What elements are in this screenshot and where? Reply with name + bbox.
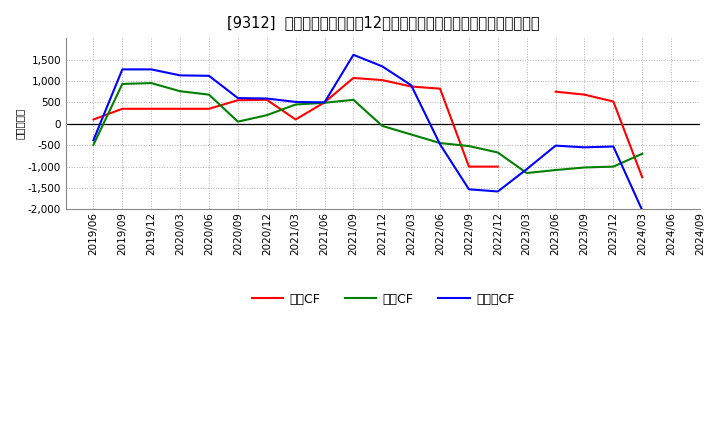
営業CF bbox=[204, 106, 213, 111]
営業CF bbox=[176, 106, 184, 111]
営業CF bbox=[233, 98, 242, 103]
投資CF bbox=[609, 164, 618, 169]
投資CF bbox=[464, 143, 473, 149]
フリーCF bbox=[320, 100, 329, 105]
投資CF bbox=[436, 140, 444, 146]
フリーCF bbox=[292, 99, 300, 105]
投資CF bbox=[176, 88, 184, 94]
営業CF bbox=[580, 92, 589, 97]
営業CF bbox=[378, 77, 387, 83]
営業CF bbox=[609, 99, 618, 104]
投資CF bbox=[147, 81, 156, 86]
フリーCF bbox=[89, 137, 98, 143]
投資CF bbox=[320, 100, 329, 106]
営業CF bbox=[320, 100, 329, 105]
Line: フリーCF: フリーCF bbox=[94, 55, 642, 210]
営業CF bbox=[552, 89, 560, 94]
営業CF bbox=[89, 117, 98, 122]
営業CF bbox=[147, 106, 156, 111]
フリーCF bbox=[609, 144, 618, 149]
投資CF bbox=[523, 170, 531, 176]
投資CF bbox=[378, 123, 387, 128]
営業CF bbox=[464, 164, 473, 169]
フリーCF bbox=[262, 96, 271, 101]
フリーCF bbox=[552, 143, 560, 148]
投資CF bbox=[118, 81, 127, 87]
投資CF bbox=[292, 102, 300, 107]
営業CF bbox=[292, 117, 300, 122]
投資CF bbox=[407, 132, 415, 137]
営業CF bbox=[118, 106, 127, 111]
フリーCF bbox=[464, 187, 473, 192]
投資CF bbox=[493, 150, 502, 155]
フリーCF bbox=[493, 189, 502, 194]
フリーCF bbox=[378, 64, 387, 69]
フリーCF bbox=[436, 142, 444, 147]
フリーCF bbox=[233, 95, 242, 101]
Line: 投資CF: 投資CF bbox=[94, 83, 642, 173]
投資CF bbox=[233, 119, 242, 124]
投資CF bbox=[89, 142, 98, 147]
フリーCF bbox=[580, 145, 589, 150]
フリーCF bbox=[349, 52, 358, 58]
投資CF bbox=[349, 97, 358, 103]
投資CF bbox=[552, 167, 560, 172]
Legend: 営業CF, 投資CF, フリーCF: 営業CF, 投資CF, フリーCF bbox=[247, 288, 519, 311]
フリーCF bbox=[147, 67, 156, 72]
Y-axis label: （百万円）: （百万円） bbox=[15, 108, 25, 139]
営業CF bbox=[262, 97, 271, 103]
投資CF bbox=[638, 151, 647, 156]
営業CF bbox=[638, 175, 647, 180]
フリーCF bbox=[407, 83, 415, 88]
Title: [9312]  キャッシュフローの12か月移動合計の対前年同期増減額の推移: [9312] キャッシュフローの12か月移動合計の対前年同期増減額の推移 bbox=[227, 15, 539, 30]
フリーCF bbox=[118, 67, 127, 72]
フリーCF bbox=[638, 208, 647, 213]
投資CF bbox=[580, 165, 589, 170]
営業CF bbox=[349, 75, 358, 81]
投資CF bbox=[204, 92, 213, 97]
Line: 営業CF: 営業CF bbox=[94, 78, 642, 177]
フリーCF bbox=[176, 73, 184, 78]
フリーCF bbox=[204, 73, 213, 78]
営業CF bbox=[493, 164, 502, 169]
投資CF bbox=[262, 113, 271, 118]
フリーCF bbox=[523, 167, 531, 172]
営業CF bbox=[407, 84, 415, 89]
営業CF bbox=[436, 86, 444, 91]
